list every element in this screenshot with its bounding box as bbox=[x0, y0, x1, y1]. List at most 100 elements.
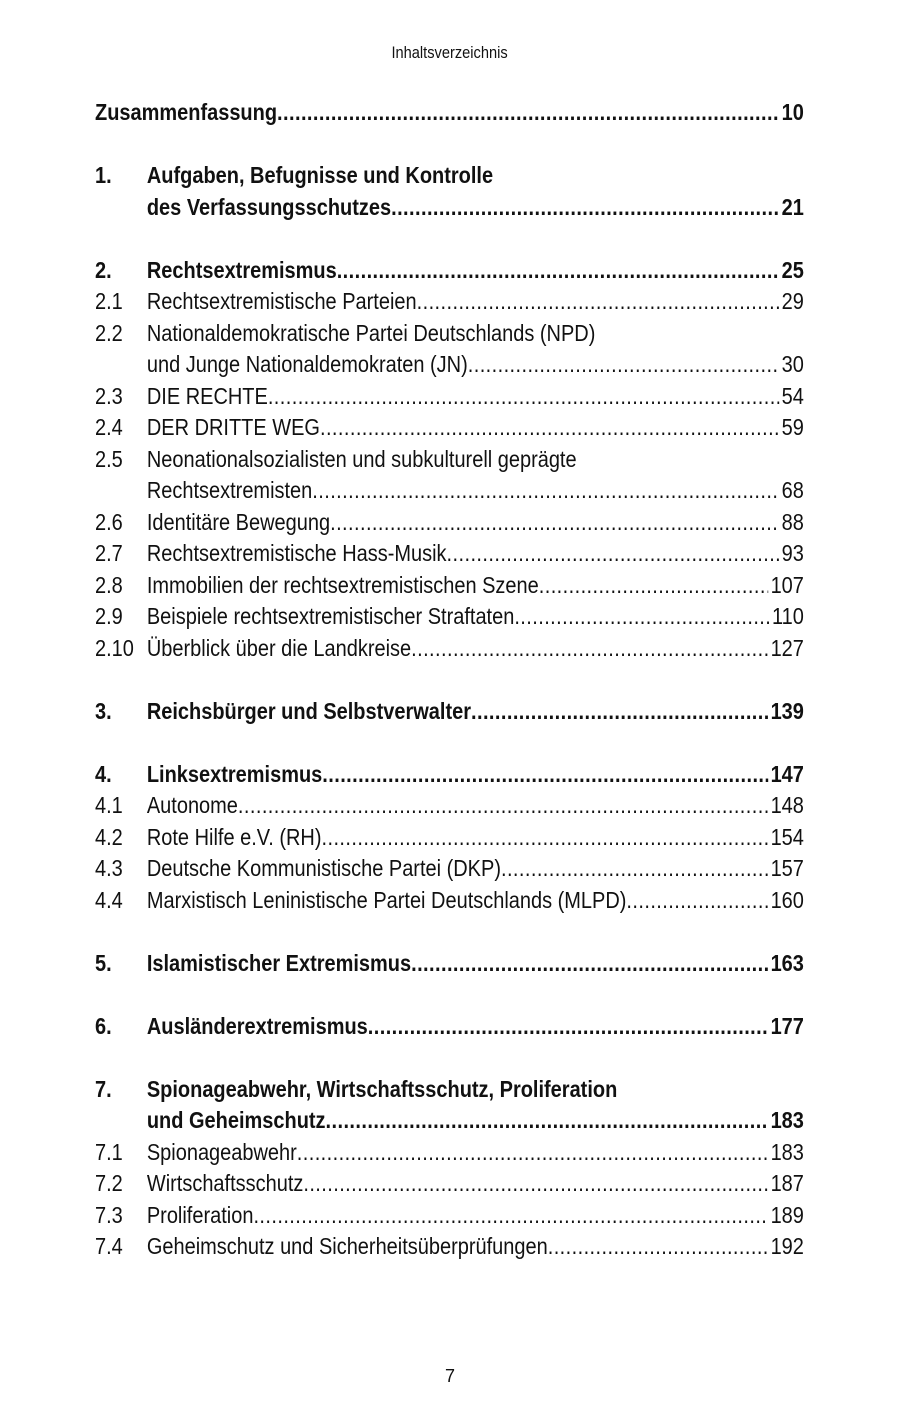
entry-page: 154 bbox=[770, 823, 804, 850]
toc-entry[interactable]: 7.4 Geheimschutz und Sicherheitsüberprüfu… bbox=[95, 1231, 804, 1263]
dot-leader bbox=[471, 696, 768, 728]
toc-entry[interactable]: 7.2 Wirtschaftsschutz 187 bbox=[95, 1168, 804, 1200]
entry-title: Marxistisch Leninistische Partei Deutsch… bbox=[146, 886, 627, 913]
entry-number: 7.3 bbox=[95, 1201, 123, 1228]
entry-number: 2.6 bbox=[95, 508, 123, 535]
entry-number: 7. bbox=[95, 1075, 112, 1102]
entry-page: 177 bbox=[770, 1012, 804, 1039]
entry-number: 2.10 bbox=[95, 634, 134, 661]
toc-entry[interactable]: 4.4 Marxistisch Leninistische Partei Deut… bbox=[95, 885, 804, 917]
toc-entry[interactable]: 3. Reichsbürger und Selbstverwalter 139 bbox=[95, 696, 804, 728]
entry-title: Überblick über die Landkreise bbox=[146, 634, 412, 661]
toc-entry[interactable]: 6. Ausländerextremismus 177 bbox=[95, 1011, 804, 1043]
entry-number: 3. bbox=[95, 697, 112, 724]
entry-number bbox=[95, 1105, 147, 1137]
entry-title: Linksextremismus bbox=[146, 760, 323, 787]
dot-leader bbox=[238, 790, 768, 822]
dot-leader bbox=[326, 1105, 768, 1137]
toc-entry[interactable]: 2.3 DIE RECHTE 54 bbox=[95, 381, 804, 413]
entry-title: DER DRITTE WEG bbox=[146, 414, 320, 440]
entry-page: 107 bbox=[770, 571, 804, 598]
dot-leader bbox=[411, 948, 768, 980]
entry-page: 189 bbox=[770, 1201, 804, 1228]
dot-leader bbox=[368, 1011, 768, 1043]
toc-entry[interactable]: 2.8 Immobilien der rechtsextremistischen … bbox=[95, 570, 804, 602]
entry-title: Identitäre Bewegung bbox=[146, 508, 331, 535]
toc-entry[interactable]: 7.1 Spionageabwehr 183 bbox=[95, 1137, 804, 1169]
entry-number: 2. bbox=[95, 256, 112, 283]
entry-title: Spionageabwehr, Wirtschaftsschutz, Proli… bbox=[146, 1075, 618, 1102]
entry-title: Immobilien der rechtsextremistischen Sze… bbox=[146, 571, 539, 598]
toc-entry[interactable]: 2. Rechtsextremismus 25 bbox=[95, 255, 804, 287]
toc-entry[interactable]: 2.4 DER DRITTE WEG 59 bbox=[95, 412, 804, 444]
dot-leader bbox=[548, 1231, 768, 1263]
entry-title: Ausländerextremismus bbox=[146, 1012, 368, 1039]
toc-entry[interactable]: 2.5 Neonationalsozialisten und subkulture… bbox=[95, 444, 804, 507]
toc-entry[interactable]: 2.10 Überblick über die Landkreise 127 bbox=[95, 633, 804, 665]
dot-leader bbox=[322, 759, 768, 791]
entry-number: 4.1 bbox=[95, 792, 123, 818]
entry-number: 6. bbox=[95, 1012, 112, 1039]
entry-page: 183 bbox=[770, 1138, 804, 1165]
entry-number: 4.3 bbox=[95, 855, 123, 881]
toc-entry[interactable]: 7. Spionageabwehr, Wirtschaftsschutz, Pro… bbox=[95, 1074, 804, 1137]
entry-page: 59 bbox=[781, 414, 804, 440]
entry-title: Rechtsextremistische Hass-Musik bbox=[146, 540, 447, 566]
toc-entry[interactable]: 2.6 Identitäre Bewegung 88 bbox=[95, 507, 804, 539]
dot-leader bbox=[447, 538, 780, 570]
entry-number: 7.4 bbox=[95, 1233, 123, 1259]
toc-entry[interactable]: 4.2 Rote Hilfe e.V. (RH) 154 bbox=[95, 822, 804, 854]
toc-section: 1. Aufgaben, Befugnisse und Kontrolle des … bbox=[95, 160, 804, 223]
toc-entry[interactable]: 4.1 Autonome 148 bbox=[95, 790, 804, 822]
entry-number: 4.2 bbox=[95, 823, 123, 850]
entry-page: 54 bbox=[781, 382, 804, 409]
entry-number bbox=[95, 192, 147, 224]
toc-entry[interactable]: 4.3 Deutsche Kommunistische Partei (DKP) 1… bbox=[95, 853, 804, 885]
entry-number: 2.7 bbox=[95, 540, 123, 566]
entry-page: 29 bbox=[781, 288, 804, 314]
dot-leader bbox=[539, 570, 768, 602]
entry-number: 2.5 bbox=[95, 445, 123, 472]
entry-title: Deutsche Kommunistische Partei (DKP) bbox=[146, 855, 501, 881]
entry-page: 147 bbox=[770, 760, 804, 787]
entry-page: 139 bbox=[770, 697, 804, 724]
toc-entry[interactable]: 2.7 Rechtsextremistische Hass-Musik 93 bbox=[95, 538, 804, 570]
dot-leader bbox=[322, 822, 769, 854]
toc-section: 7. Spionageabwehr, Wirtschaftsschutz, Pro… bbox=[95, 1074, 804, 1263]
toc-entry[interactable]: 1. Aufgaben, Befugnisse und Kontrolle des … bbox=[95, 160, 804, 223]
toc-entry[interactable]: 2.1 Rechtsextremistische Parteien 29 bbox=[95, 286, 804, 318]
entry-title: Islamistischer Extremismus bbox=[146, 949, 412, 976]
entry-page: 127 bbox=[770, 634, 804, 661]
toc-entry[interactable]: 2.2 Nationaldemokratische Partei Deutschl… bbox=[95, 318, 804, 381]
toc-section: 4. Linksextremismus 147 4.1 Autonome 148 4.2… bbox=[95, 759, 804, 917]
toc-entry[interactable]: 5. Islamistischer Extremismus 163 bbox=[95, 948, 804, 980]
entry-number: 1. bbox=[95, 162, 112, 188]
toc-entry[interactable]: 2.9 Beispiele rechtsextremistischer Straf… bbox=[95, 601, 804, 633]
entry-title: Geheimschutz und Sicherheitsüberprüfunge… bbox=[146, 1233, 548, 1259]
entry-page: 192 bbox=[770, 1233, 804, 1259]
dot-leader bbox=[277, 97, 779, 129]
toc-entry[interactable]: 4. Linksextremismus 147 bbox=[95, 759, 804, 791]
entry-title: des Verfassungsschutzes bbox=[146, 193, 392, 220]
dot-leader bbox=[297, 1137, 768, 1169]
dot-leader bbox=[514, 601, 769, 633]
entry-page: 93 bbox=[781, 540, 804, 566]
entry-page: 88 bbox=[781, 508, 804, 535]
entry-title: Nationaldemokratische Partei Deutschland… bbox=[146, 319, 596, 346]
table-of-contents: Zusammenfassung 10 1. Aufgaben, Befugnisse … bbox=[95, 97, 804, 1294]
entry-number: 2.2 bbox=[95, 319, 123, 346]
entry-title: Zusammenfassung bbox=[95, 99, 278, 125]
dot-leader bbox=[320, 412, 779, 444]
entry-title: DIE RECHTE bbox=[146, 382, 268, 409]
toc-entry[interactable]: Zusammenfassung 10 bbox=[95, 97, 804, 129]
entry-number: 2.8 bbox=[95, 571, 123, 598]
running-header: Inhaltsverzeichnis bbox=[0, 43, 900, 63]
dot-leader bbox=[253, 1200, 768, 1232]
entry-title: und Junge Nationaldemokraten (JN) bbox=[146, 351, 468, 377]
toc-section: Zusammenfassung 10 bbox=[95, 97, 804, 129]
toc-entry[interactable]: 7.3 Proliferation 189 bbox=[95, 1200, 804, 1232]
entry-title: Aufgaben, Befugnisse und Kontrolle bbox=[146, 162, 494, 188]
entry-page: 148 bbox=[770, 792, 804, 818]
entry-number: 2.9 bbox=[95, 603, 123, 629]
toc-section: 5. Islamistischer Extremismus 163 bbox=[95, 948, 804, 980]
